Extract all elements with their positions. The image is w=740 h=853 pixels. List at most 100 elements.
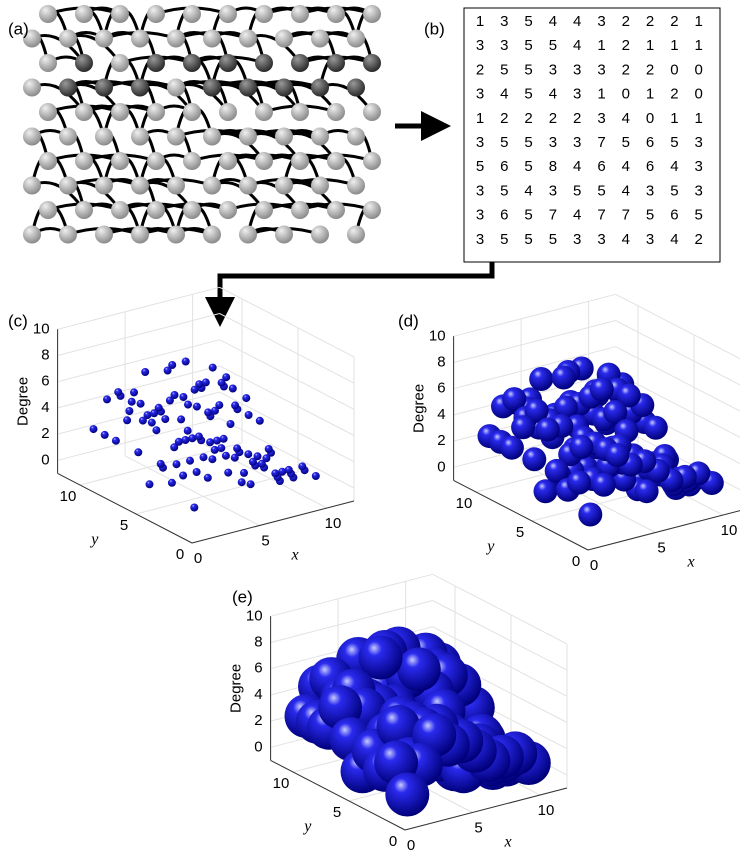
matrix-cell: 3 (476, 182, 484, 199)
y-axis-label: y (302, 818, 312, 835)
axis-line (404, 787, 568, 831)
matrix-cell: 1 (670, 37, 678, 54)
sphere (123, 416, 132, 425)
sphere (211, 406, 219, 415)
matrix-cell: 4 (573, 13, 581, 30)
node (95, 78, 113, 97)
sphere (195, 380, 204, 389)
matrix-cell: 2 (670, 13, 678, 30)
matrix-cell: 5 (524, 134, 532, 151)
z-tick-label: 2 (254, 712, 262, 729)
node (75, 5, 93, 23)
x-axis-label: x (686, 554, 694, 571)
sphere (213, 436, 221, 445)
sphere (230, 453, 239, 462)
plot-3d: 0 2 4 6 8 10 0 5 10 0 5 10 Degree x y (15, 286, 355, 567)
node (95, 127, 113, 146)
node (167, 225, 185, 244)
matrix-cell: 7 (597, 207, 605, 224)
node (291, 152, 309, 170)
grid-line (57, 391, 220, 435)
matrix-cell: 5 (524, 231, 532, 248)
matrix-cell: 4 (500, 86, 508, 103)
z-tick-label: 0 (437, 458, 445, 475)
matrix-cell: 5 (670, 134, 678, 151)
matrix-cell: 3 (597, 61, 605, 78)
matrix-cell: 6 (500, 158, 508, 175)
grid-line (219, 365, 355, 436)
matrix-cell: 4 (670, 158, 678, 175)
node (183, 54, 201, 72)
sphere (172, 460, 181, 469)
sphere (529, 367, 554, 391)
node (363, 201, 381, 219)
matrix-cell: 0 (622, 86, 630, 103)
grid-line (135, 471, 299, 515)
matrix-cell: 4 (549, 86, 557, 103)
x-tick-label: 10 (721, 522, 738, 539)
grid-line (453, 293, 616, 337)
node (111, 54, 129, 72)
matrix-cell: 3 (573, 134, 581, 151)
matrix-cell: 2 (646, 13, 654, 30)
node (327, 201, 345, 219)
node (239, 29, 257, 48)
matrix-cell: 1 (476, 13, 484, 30)
sphere (181, 357, 190, 366)
sphere (183, 426, 192, 435)
node (311, 29, 329, 48)
matrix-cell: 1 (695, 37, 703, 54)
x-tick-label: 0 (590, 557, 598, 574)
node (75, 152, 93, 170)
y-axis-label: y (89, 531, 99, 548)
y-tick-label: 10 (273, 775, 290, 792)
sphere (136, 399, 145, 408)
matrix-cell: 3 (695, 182, 703, 199)
node (131, 127, 149, 146)
node (147, 54, 165, 72)
sphere (161, 415, 170, 424)
matrix-cell: 5 (500, 231, 508, 248)
sphere (130, 388, 138, 397)
node (311, 127, 329, 146)
x-tick-label: 5 (261, 532, 269, 549)
network-illustration (23, 5, 381, 244)
node (363, 54, 381, 72)
sphere (221, 451, 230, 460)
node (131, 78, 149, 97)
y-tick-label: 0 (389, 833, 397, 850)
matrix-cell: 4 (573, 207, 581, 224)
sphere (244, 411, 253, 419)
z-tick-label: 8 (437, 353, 445, 370)
matrix-cell: 6 (597, 158, 605, 175)
node (291, 54, 309, 72)
sphere (217, 444, 226, 453)
node (59, 29, 77, 48)
matrix-cell: 5 (622, 134, 630, 151)
node (183, 152, 201, 170)
matrix-cell: 1 (476, 110, 484, 127)
z-tick-label: 4 (41, 399, 49, 416)
matrix-cell: 8 (549, 158, 557, 175)
node (23, 127, 41, 146)
z-tick-label: 8 (41, 346, 49, 363)
node (111, 5, 129, 23)
sphere (233, 444, 242, 453)
axis-line (270, 759, 406, 831)
grid-line (219, 339, 355, 410)
matrix-cell: 3 (695, 134, 703, 151)
node (39, 152, 57, 170)
sphere (499, 435, 524, 460)
z-tick-label: 10 (429, 327, 446, 344)
z-tick-label: 2 (437, 432, 445, 449)
sphere (385, 772, 430, 817)
matrix-cell: 5 (524, 13, 532, 30)
grid-line (453, 320, 616, 363)
grid-line (432, 573, 568, 645)
node (203, 78, 221, 97)
sphere (201, 378, 210, 387)
matrix-cell: 0 (695, 86, 703, 103)
node (111, 201, 129, 219)
node (183, 201, 201, 219)
sphere (231, 401, 240, 410)
